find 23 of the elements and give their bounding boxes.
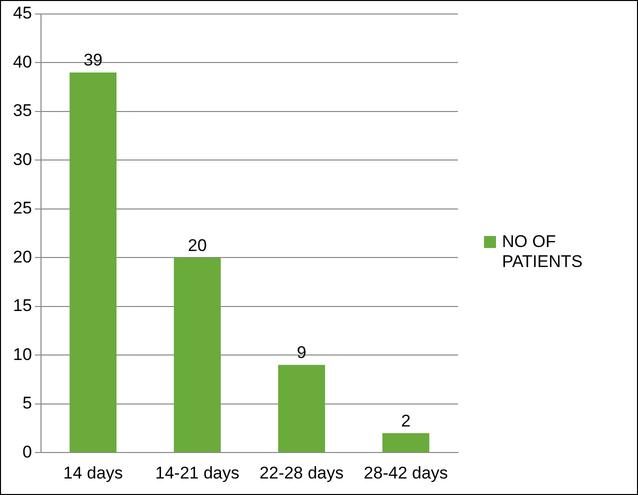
x-tick-label: 28-42 days	[364, 463, 448, 482]
bar	[382, 433, 430, 452]
y-tick-label: 25	[12, 198, 32, 218]
x-tick-label: 14 days	[63, 463, 123, 482]
data-label: 2	[401, 411, 411, 430]
bar	[174, 258, 221, 452]
x-tick-label: 22-28 days	[260, 463, 344, 482]
y-tick-label: 15	[12, 296, 32, 316]
y-tick-label: 20	[12, 247, 32, 266]
y-tick-label: 30	[12, 150, 32, 169]
y-tick-label: 40	[12, 52, 32, 72]
y-tick-label: 5	[22, 394, 32, 413]
bar	[70, 72, 117, 452]
bar	[278, 364, 326, 452]
y-tick-label: 10	[12, 344, 32, 364]
y-tick-label: 35	[12, 101, 32, 120]
data-label: 39	[84, 50, 103, 70]
x-tick-label: 14-21 days	[155, 463, 240, 482]
legend-label: NO OF PATIENTS	[502, 232, 584, 272]
data-label: 9	[296, 343, 306, 362]
y-tick-label: 0	[22, 442, 32, 462]
y-tick-label: 45	[12, 4, 32, 23]
data-label: 20	[188, 236, 207, 255]
